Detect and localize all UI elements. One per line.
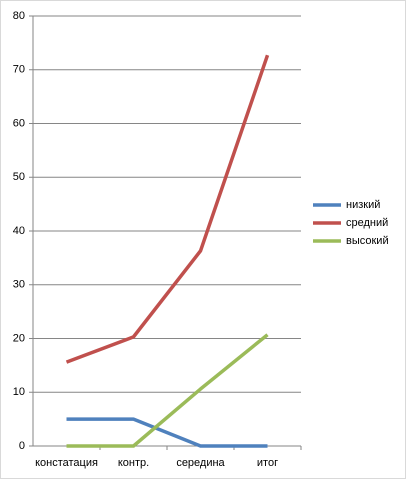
series-line <box>65 54 270 364</box>
x-tick-label: середина <box>176 457 225 469</box>
legend-label: высокий <box>346 235 389 247</box>
y-tick-label: 0 <box>19 440 25 452</box>
legend-label: низкий <box>346 199 380 211</box>
series-line <box>66 333 269 448</box>
y-tick-label: 10 <box>13 386 25 398</box>
y-tick-label: 70 <box>13 64 25 76</box>
y-tick-label: 40 <box>13 225 25 237</box>
series-line <box>66 417 268 448</box>
legend-label: средний <box>346 217 388 229</box>
y-tick-label: 60 <box>13 117 25 129</box>
y-tick-label: 80 <box>13 10 25 22</box>
x-tick-label: итог <box>257 457 278 469</box>
x-tick-label: контр. <box>118 457 149 469</box>
y-tick-label: 50 <box>13 171 25 183</box>
x-tick-label: констатация <box>35 457 98 469</box>
y-tick-label: 20 <box>13 332 25 344</box>
y-tick-label: 30 <box>13 279 25 291</box>
